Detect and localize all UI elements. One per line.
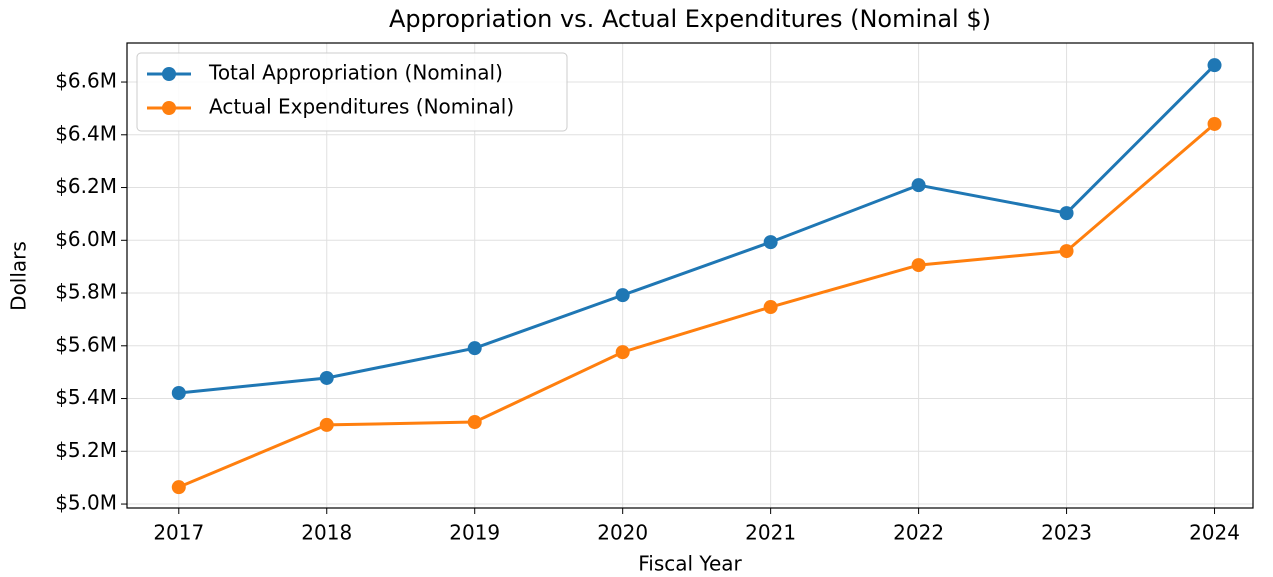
data-point [171, 480, 186, 495]
data-point [171, 386, 186, 401]
y-tick-label: $5.8M [55, 280, 117, 304]
x-tick-label: 2022 [893, 521, 944, 545]
series-line [178, 64, 1216, 395]
x-tick-label: 2019 [449, 521, 500, 545]
x-tick-label: 2021 [745, 521, 796, 545]
legend-marker [162, 101, 176, 115]
data-point [1059, 244, 1074, 259]
y-tick-label: $5.2M [55, 438, 117, 462]
data-point [911, 258, 926, 273]
data-point [467, 415, 482, 430]
y-tick-label: $6.0M [55, 227, 117, 251]
plot-frame [126, 42, 1254, 509]
x-tick-label: 2018 [301, 521, 352, 545]
x-tick-label: 2023 [1041, 521, 1092, 545]
data-point [763, 300, 778, 315]
y-tick-label: $6.6M [55, 69, 117, 93]
y-tick-label: $6.2M [55, 174, 117, 198]
y-tick-label: $5.6M [55, 332, 117, 356]
legend-marker [162, 67, 176, 81]
y-tick-label: $6.4M [55, 121, 117, 145]
series-line [178, 122, 1216, 489]
data-point [615, 288, 630, 303]
data-point [1207, 58, 1222, 73]
y-tick-label: $5.0M [55, 491, 117, 515]
data-point [319, 370, 334, 385]
x-tick-label: 2024 [1189, 521, 1240, 545]
legend-box [136, 52, 568, 132]
data-point [467, 341, 482, 356]
x-axis-label: Fiscal Year [638, 552, 742, 576]
legend-label: Actual Expenditures (Nominal) [209, 95, 514, 119]
data-point [763, 235, 778, 250]
data-point [911, 178, 926, 193]
data-point [1059, 206, 1074, 221]
x-tick-label: 2020 [597, 521, 648, 545]
data-point [615, 345, 630, 360]
data-point [319, 417, 334, 432]
legend-label: Total Appropriation (Nominal) [208, 61, 503, 85]
y-axis-label: Dollars [7, 241, 31, 311]
x-tick-label: 2017 [153, 521, 204, 545]
chart-title: Appropriation vs. Actual Expenditures (N… [389, 5, 991, 33]
y-tick-label: $5.4M [55, 385, 117, 409]
data-point [1207, 116, 1222, 131]
